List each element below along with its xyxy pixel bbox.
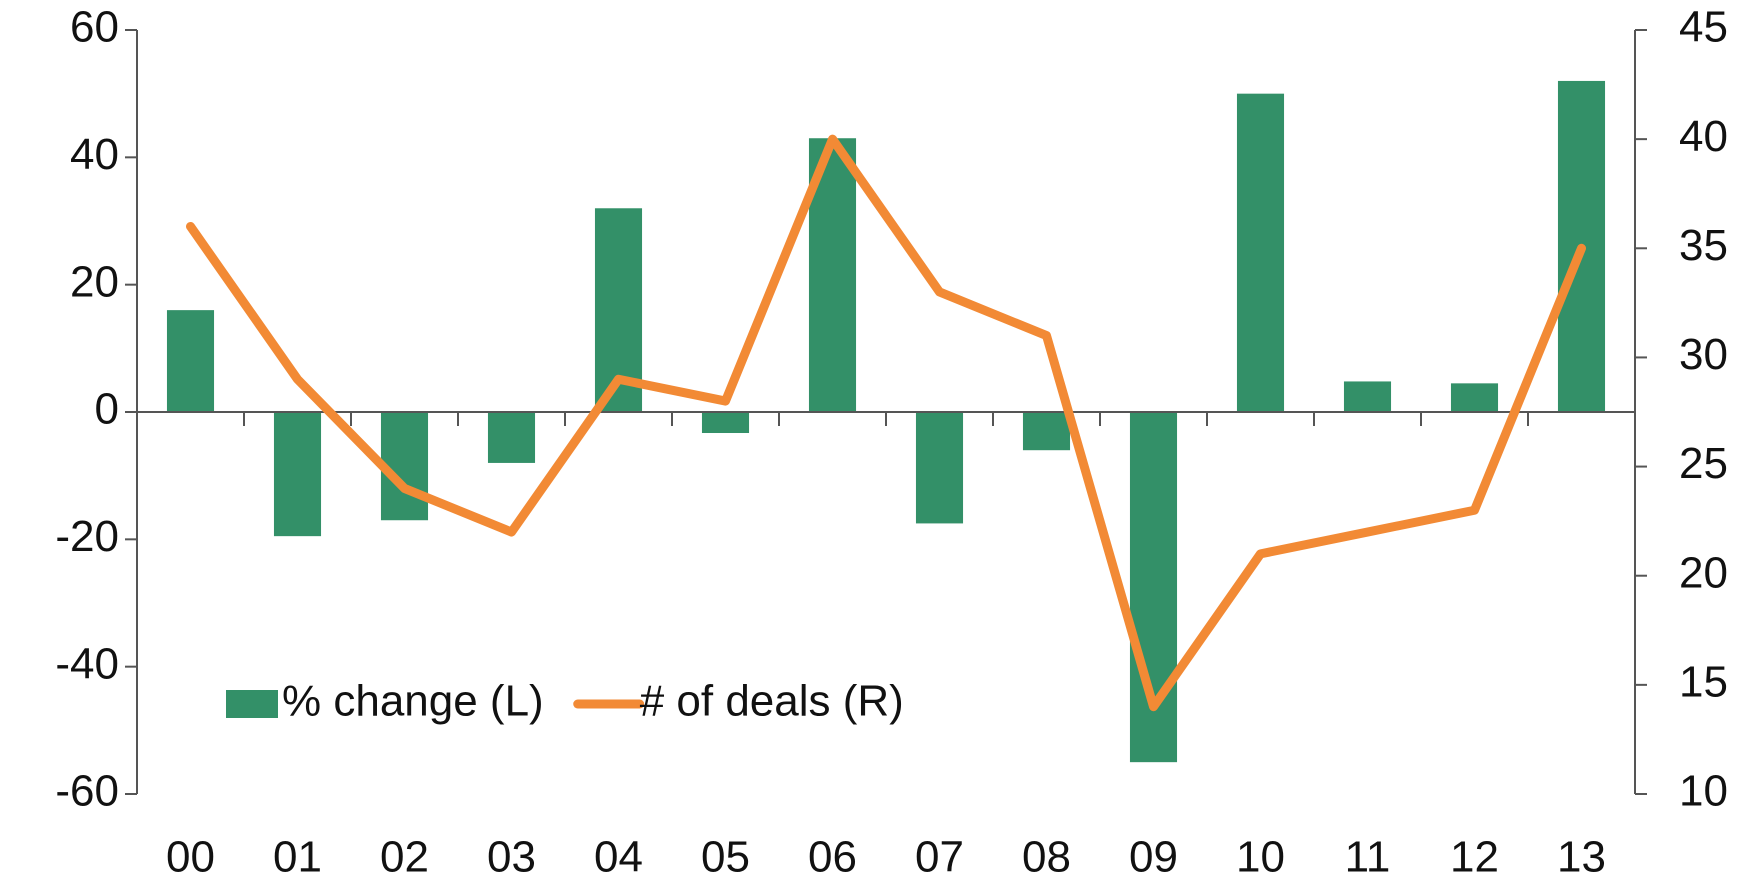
y2-tick-label: 35 (1679, 221, 1728, 270)
x-tick-label: 10 (1236, 833, 1285, 877)
x-tick-label: 11 (1345, 833, 1391, 877)
x-tick-label: 06 (808, 833, 857, 877)
bar (487, 412, 536, 463)
bar (701, 412, 750, 434)
y-tick-label: 60 (70, 3, 119, 52)
bar (915, 412, 964, 524)
x-tick-label: 04 (594, 833, 643, 877)
y2-tick-label: 15 (1679, 657, 1728, 706)
legend-label: # of deals (R) (640, 677, 904, 726)
x-tick-label: 02 (380, 833, 429, 877)
y-tick-label: 0 (95, 385, 119, 434)
x-tick-label: 09 (1129, 833, 1178, 877)
y-tick-label: -40 (55, 639, 119, 688)
y2-tick-label: 10 (1679, 767, 1728, 816)
x-tick-label: 00 (166, 833, 215, 877)
y-tick-label: 40 (70, 130, 119, 179)
line (186, 134, 1586, 712)
bar (1236, 93, 1285, 413)
x-tick-label: 07 (915, 833, 964, 877)
y2-tick-label: 20 (1679, 548, 1728, 597)
legend-label: % change (L) (282, 677, 544, 726)
bar (1343, 381, 1392, 412)
bar (273, 412, 322, 537)
legend-swatch (226, 690, 278, 718)
x-tick-label: 03 (487, 833, 536, 877)
bar (1450, 383, 1499, 412)
x-tick-label: 01 (273, 833, 322, 877)
bar (1022, 412, 1071, 451)
x-tick-label: 12 (1450, 833, 1499, 877)
x-tick-label: 08 (1022, 833, 1071, 877)
y2-tick-label: 45 (1679, 3, 1728, 52)
x-tick-label: 05 (701, 833, 750, 877)
x-tick-label: 13 (1557, 833, 1606, 877)
y-tick-label: -20 (55, 512, 119, 561)
y2-tick-label: 30 (1679, 330, 1728, 379)
y2-tick-label: 40 (1679, 112, 1728, 161)
y-tick-label: 20 (70, 257, 119, 306)
y2-tick-label: 25 (1679, 439, 1728, 488)
y-tick-label: -60 (55, 767, 119, 816)
bar (166, 310, 215, 412)
